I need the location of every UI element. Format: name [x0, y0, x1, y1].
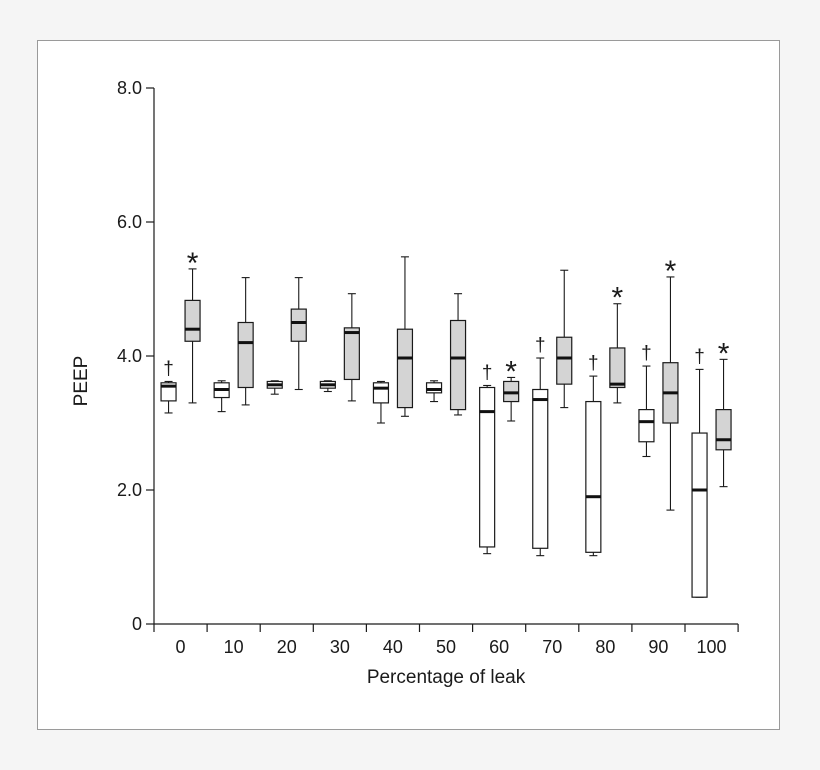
box-iqr — [343, 327, 360, 381]
x-tick-label: 40 — [383, 637, 403, 657]
box-iqr — [715, 409, 732, 451]
y-tick-label: 4.0 — [117, 346, 142, 366]
box-shaded-90: * — [662, 255, 679, 511]
box-shaded-50 — [449, 293, 467, 416]
box-shaded-80: * — [609, 282, 626, 404]
x-axis-label: Percentage of leak — [367, 667, 526, 688]
y-tick-label: 8.0 — [117, 78, 142, 98]
box-shaded-40 — [396, 256, 414, 417]
box-open-70: † — [532, 335, 549, 557]
chart-frame: † † † † † † * * * * * 0 2.0 4.0 6.0 8.0 0 10 20 30 40 50 60 7… — [37, 40, 780, 730]
box-iqr — [609, 347, 626, 389]
box-open-80: † — [585, 353, 602, 557]
x-tick-label: 90 — [648, 637, 668, 657]
significance-asterisk: * — [612, 282, 624, 315]
box-iqr — [556, 336, 573, 385]
box-open-50 — [425, 380, 443, 403]
box-iqr — [396, 328, 414, 409]
box-open-10 — [213, 380, 230, 413]
significance-dagger: † — [641, 343, 652, 364]
box-iqr — [691, 432, 708, 598]
box-shaded-20 — [290, 277, 307, 391]
y-tick-label: 2.0 — [117, 480, 142, 500]
y-ticks: 0 2.0 4.0 6.0 8.0 — [117, 78, 154, 634]
box-iqr — [184, 299, 201, 342]
significance-asterisk: * — [665, 255, 677, 288]
box-iqr — [425, 382, 443, 394]
x-tick-label: 0 — [176, 637, 186, 657]
box-open-30 — [319, 380, 336, 393]
significance-asterisk: * — [505, 355, 517, 388]
x-tick-label: 30 — [330, 637, 350, 657]
box-iqr — [638, 409, 655, 443]
box-iqr — [449, 319, 467, 411]
box-open-40 — [372, 380, 390, 424]
x-tick-label: 50 — [436, 637, 456, 657]
boxes-layer: † † † † † † * * * * * — [160, 247, 732, 598]
significance-dagger: † — [535, 335, 546, 356]
significance-dagger: † — [694, 346, 705, 367]
box-shaded-100: * — [715, 337, 732, 488]
x-tick-label: 60 — [489, 637, 509, 657]
x-tick-label: 80 — [595, 637, 615, 657]
significance-asterisk: * — [718, 337, 730, 370]
box-open-0: † — [160, 358, 177, 414]
x-ticks: 0 10 20 30 40 50 60 70 80 90 100 — [153, 624, 739, 657]
box-iqr — [372, 382, 390, 404]
box-plot-chart: † † † † † † * * * * * 0 2.0 4.0 6.0 8.0 0 10 20 30 40 50 60 7… — [71, 78, 739, 688]
x-tick-label: 100 — [697, 637, 727, 657]
significance-dagger: † — [163, 358, 174, 379]
significance-asterisk: * — [187, 247, 199, 280]
y-tick-label: 0 — [132, 614, 142, 634]
box-shaded-70 — [556, 269, 573, 409]
x-tick-label: 10 — [224, 637, 244, 657]
box-iqr — [290, 308, 307, 342]
box-shaded-60: * — [503, 355, 520, 422]
x-tick-label: 70 — [542, 637, 562, 657]
y-axis-label: PEEP — [71, 356, 92, 407]
box-shaded-10 — [237, 277, 254, 406]
x-tick-label: 20 — [277, 637, 297, 657]
box-iqr — [237, 321, 254, 389]
box-shaded-30 — [343, 293, 360, 402]
box-open-100: † — [691, 346, 708, 598]
box-open-90: † — [638, 343, 655, 458]
box-shaded-0: * — [184, 247, 201, 404]
box-iqr — [585, 400, 602, 553]
y-tick-label: 6.0 — [117, 212, 142, 232]
box-open-20 — [266, 380, 283, 395]
box-iqr — [479, 386, 496, 548]
box-iqr — [532, 388, 549, 549]
significance-dagger: † — [588, 353, 599, 374]
significance-dagger: † — [482, 362, 493, 383]
box-open-60: † — [479, 362, 496, 555]
